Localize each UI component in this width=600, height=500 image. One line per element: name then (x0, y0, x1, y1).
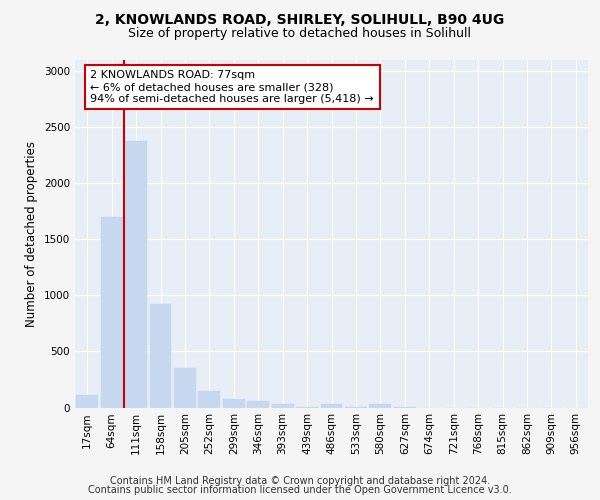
Bar (394, 407, 416, 408)
Text: 2, KNOWLANDS ROAD, SHIRLEY, SOLIHULL, B90 4UG: 2, KNOWLANDS ROAD, SHIRLEY, SOLIHULL, B9… (95, 12, 505, 26)
Text: Size of property relative to detached houses in Solihull: Size of property relative to detached ho… (128, 28, 472, 40)
Text: Contains HM Land Registry data © Crown copyright and database right 2024.: Contains HM Land Registry data © Crown c… (110, 476, 490, 486)
Bar (199, 390, 220, 407)
Y-axis label: Number of detached properties: Number of detached properties (25, 141, 38, 327)
Text: Contains public sector information licensed under the Open Government Licence v3: Contains public sector information licen… (88, 485, 512, 495)
Bar (125, 140, 147, 407)
Bar (149, 304, 172, 408)
Bar (76, 395, 98, 407)
Bar (174, 368, 196, 408)
Bar (247, 402, 269, 407)
Bar (272, 404, 293, 407)
Bar (345, 407, 367, 408)
Text: 2 KNOWLANDS ROAD: 77sqm
← 6% of detached houses are smaller (328)
94% of semi-de: 2 KNOWLANDS ROAD: 77sqm ← 6% of detached… (91, 70, 374, 104)
Bar (370, 404, 391, 407)
Bar (296, 407, 318, 408)
Bar (101, 217, 122, 408)
Bar (320, 404, 343, 407)
Bar (223, 398, 245, 407)
